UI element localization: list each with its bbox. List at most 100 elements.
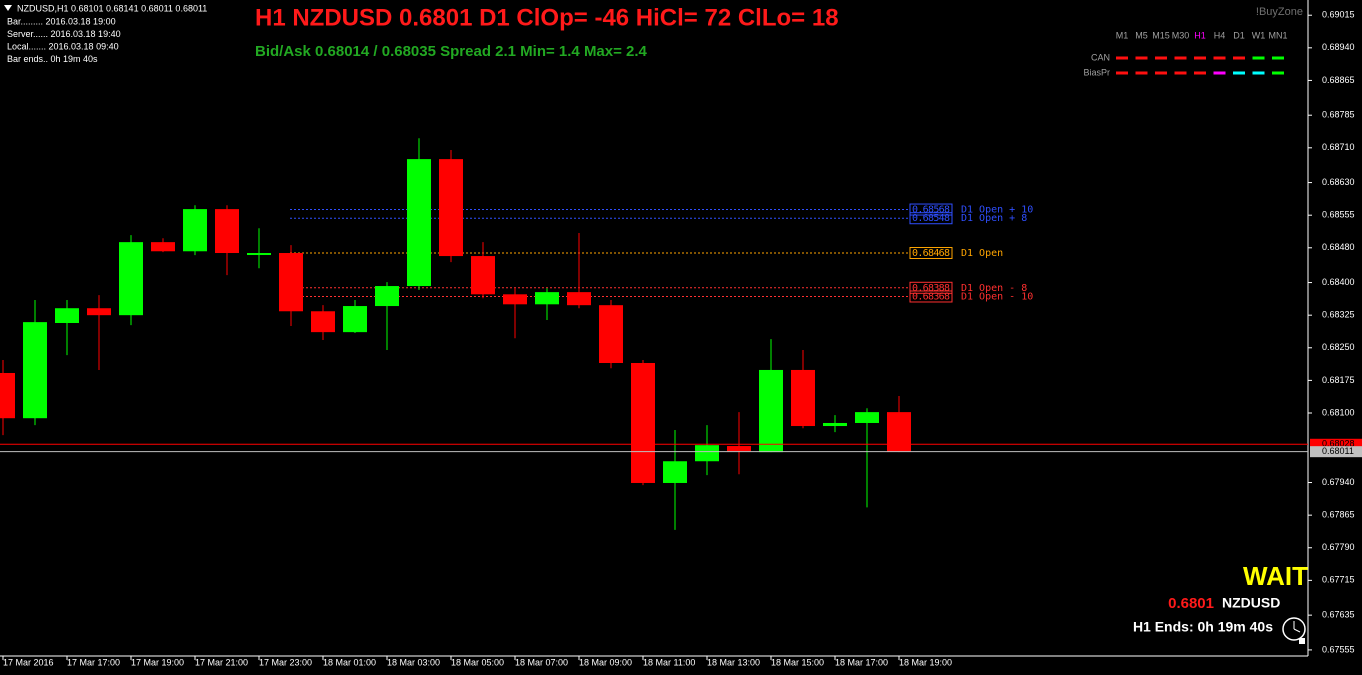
bar-end: H1 Ends: 0h 19m 40s (1133, 619, 1273, 635)
indicator-dash (1174, 71, 1187, 75)
y-tick-label: 0.67715 (1322, 575, 1355, 585)
x-tick-label: 18 Mar 05:00 (451, 657, 504, 667)
indicator-dash (1213, 71, 1226, 75)
candle-body (823, 422, 847, 427)
candle-body (855, 412, 879, 423)
x-tick-label: 18 Mar 15:00 (771, 657, 824, 667)
x-tick-label: 18 Mar 11:00 (643, 657, 695, 667)
indicator-dash (1116, 71, 1128, 75)
info-header: NZDUSD,H1 0.68101 0.68141 0.68011 0.6801… (17, 3, 207, 13)
level-box (909, 212, 953, 225)
level-value: 0.68388 (912, 283, 950, 294)
timeframe-label: MN1 (1268, 30, 1287, 40)
candle-body (439, 159, 463, 257)
candle-body (375, 286, 399, 307)
candle-body (471, 256, 495, 295)
y-tick-label: 0.68325 (1322, 310, 1355, 320)
indicator-dash (1155, 56, 1167, 60)
timeframe-label: M15 (1152, 30, 1170, 40)
timeframe-label: M5 (1135, 30, 1148, 40)
y-tick-label: 0.68865 (1322, 75, 1355, 85)
y-tick-label: 0.68555 (1322, 210, 1355, 220)
indicator-dash (1272, 71, 1284, 75)
timeframe-label: H4 (1214, 30, 1226, 40)
indicator-dash (1174, 56, 1187, 60)
level-label: D1 Open + 8 (961, 213, 1027, 224)
chart-title: H1 NZDUSD 0.6801 D1 ClOp= -46 HiCl= 72 C… (255, 4, 839, 31)
y-tick-label: 0.68785 (1322, 110, 1355, 120)
y-tick-label: 0.67635 (1322, 610, 1355, 620)
level-label: D1 Open - 8 (961, 283, 1027, 294)
menu-arrow[interactable] (4, 5, 12, 11)
y-tick-label: 0.68480 (1322, 242, 1355, 252)
candle-body (119, 242, 143, 316)
candle-body (279, 253, 303, 312)
info-line: Local....... 2016.03.18 09:40 (7, 41, 119, 51)
candle-body (759, 369, 783, 453)
candle-body (87, 308, 111, 316)
x-tick-label: 18 Mar 13:00 (707, 657, 760, 667)
candle-body (311, 311, 335, 333)
candle-body (791, 369, 815, 427)
timeframe-label: H1 (1194, 30, 1206, 40)
indicator-dash (1233, 56, 1245, 60)
x-tick-label: 18 Mar 03:00 (387, 657, 440, 667)
price-label: 0.68028 (1322, 439, 1355, 449)
y-tick-label: 0.67865 (1322, 510, 1355, 520)
indicator-name: BiasPr (1083, 67, 1110, 77)
candle-body (151, 242, 175, 252)
candle-body (247, 253, 271, 256)
level-value: 0.68548 (912, 213, 950, 224)
indicator-dash (1135, 71, 1148, 75)
y-tick-label: 0.68250 (1322, 342, 1355, 352)
price-label-box (1310, 438, 1362, 450)
y-tick-label: 0.68630 (1322, 177, 1355, 187)
price-label-box (1310, 446, 1362, 458)
candle-body (23, 322, 47, 419)
candle-body (727, 446, 751, 452)
level-value: 0.68468 (912, 248, 950, 259)
indicator-dash (1135, 56, 1148, 60)
info-line: Bar ends.. 0h 19m 40s (7, 54, 98, 64)
level-label: D1 Open - 10 (961, 291, 1033, 302)
indicator-dash (1252, 56, 1265, 60)
candle-body (343, 306, 367, 333)
info-line: Server...... 2016.03.18 19:40 (7, 29, 121, 39)
candle-body (695, 445, 719, 462)
candle-body (407, 159, 431, 287)
indicator-dash (1233, 71, 1245, 75)
candle-body (631, 362, 655, 483)
candle-body (503, 294, 527, 305)
x-tick-label: 18 Mar 19:00 (899, 657, 952, 667)
plot-area: 0.68568 D1 Open + 10 0.68548 D1 Open + 8 0.6… (0, 138, 1033, 530)
x-tick-label: 17 Mar 19:00 (131, 657, 184, 667)
candle-body (567, 292, 591, 306)
indicator-dash (1194, 56, 1206, 60)
status-symbol: NZDUSD (1222, 595, 1280, 611)
level-box (909, 203, 953, 216)
y-tick-label: 0.68400 (1322, 277, 1355, 287)
level-value: 0.68568 (912, 205, 950, 216)
info-line: Bar......... 2016.03.18 19:00 (7, 16, 116, 26)
timeframe-label: W1 (1252, 30, 1266, 40)
x-tick-label: 17 Mar 21:00 (195, 657, 248, 667)
level-box (909, 247, 953, 260)
y-tick-label: 0.67940 (1322, 477, 1355, 487)
candle-body (663, 461, 687, 483)
y-tick-label: 0.67790 (1322, 542, 1355, 552)
y-tick-label: 0.67555 (1322, 644, 1355, 654)
candle-body (183, 209, 207, 252)
indicator-dash (1194, 71, 1206, 75)
x-tick-label: 17 Mar 23:00 (259, 657, 312, 667)
brand: !BuyZone (1256, 6, 1303, 18)
clock-icon (1282, 617, 1306, 644)
chart-subtitle: Bid/Ask 0.68014 / 0.68035 Spread 2.1 Min… (255, 43, 648, 60)
status-price: 0.6801 (1168, 595, 1214, 612)
x-tick-label: 17 Mar 2016 (3, 657, 54, 667)
x-tick-label: 18 Mar 09:00 (579, 657, 632, 667)
timeframe-label: M30 (1172, 30, 1190, 40)
y-tick-label: 0.68710 (1322, 142, 1355, 152)
y-tick-label: 0.68175 (1322, 375, 1355, 385)
